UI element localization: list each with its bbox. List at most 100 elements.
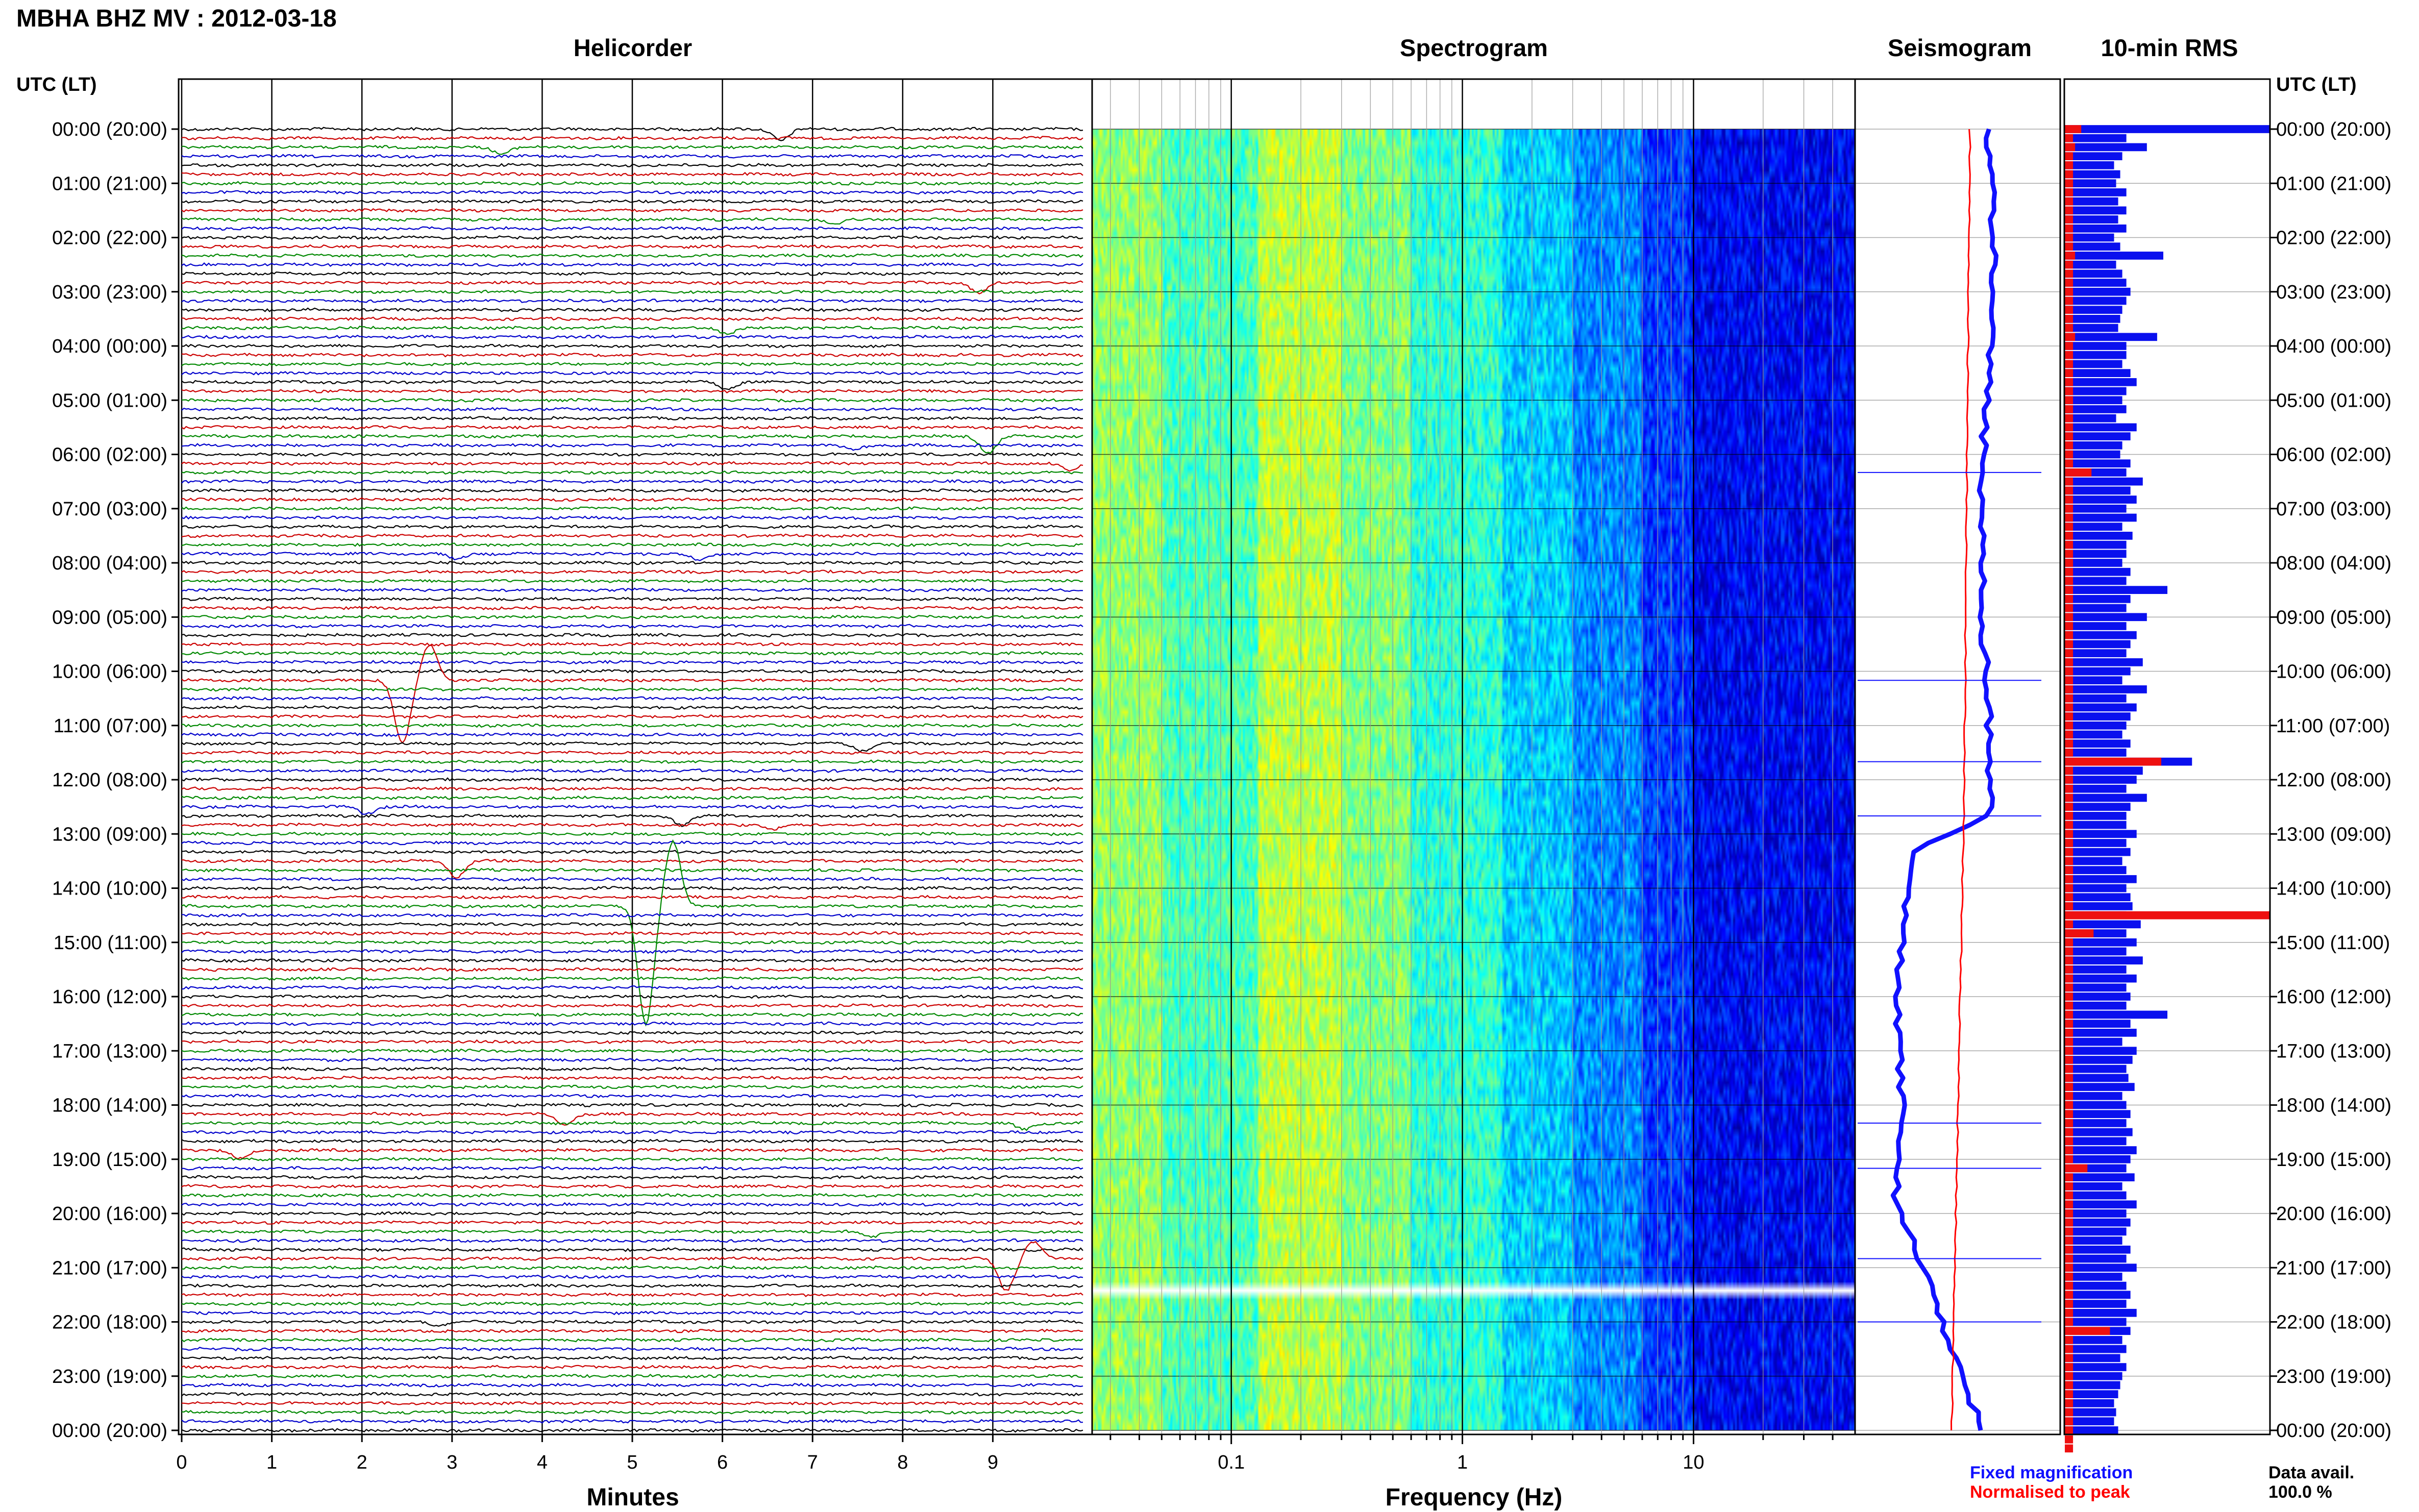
helicorder-trace	[181, 651, 1083, 656]
rms-bar-fixed	[2065, 821, 2127, 829]
rms-bar-fixed	[2065, 378, 2137, 386]
rms-bar-normalised	[2065, 1236, 2074, 1245]
rms-bar-fixed	[2065, 1417, 2114, 1426]
rms-bar-fixed	[2065, 269, 2122, 278]
rms-bar-normalised	[2065, 450, 2074, 459]
rms-bar-normalised	[2065, 1390, 2074, 1399]
helicorder-trace	[181, 723, 1083, 728]
rms-bar-fixed	[2065, 459, 2131, 468]
rms-bar-normalised	[2065, 477, 2074, 486]
seismogram-panel	[1855, 128, 2060, 1431]
rms-frame	[2063, 78, 2271, 1435]
rms-bar-normalised	[2065, 721, 2074, 730]
time-label-right: 16:00 (12:00)	[2276, 986, 2391, 1008]
helicorder-trace	[181, 741, 1083, 753]
helicorder-trace	[181, 1320, 1083, 1327]
rms-bar-fixed	[2065, 152, 2122, 160]
page-title: MBHA BHZ MV : 2012-03-18	[16, 5, 337, 32]
rms-bar-normalised	[2065, 866, 2074, 874]
time-label-left: 00:00 (20:00)	[52, 119, 167, 140]
rms-bar-normalised	[2065, 920, 2074, 929]
helicorder-trace	[181, 1057, 1083, 1062]
rms-bar-normalised	[2065, 929, 2094, 937]
rms-bar-fixed	[2065, 1173, 2135, 1182]
helicorder-trace	[181, 985, 1083, 990]
rms-bar-normalised	[2065, 703, 2074, 712]
rms-bar-fixed	[2065, 441, 2122, 450]
rms-bar-normalised	[2065, 965, 2074, 974]
rms-bar-fixed	[2065, 1345, 2127, 1353]
rms-bar-fixed	[2065, 884, 2127, 893]
rms-bar-fixed	[2065, 324, 2118, 332]
helicorder-trace	[181, 163, 1083, 168]
rms-bar-fixed	[2065, 577, 2127, 585]
rms-bar-normalised	[2065, 369, 2074, 377]
rms-bar-fixed	[2065, 197, 2118, 206]
helicorder-trace	[181, 1166, 1083, 1171]
rms-bar-normalised	[2065, 1047, 2074, 1055]
rms-bar-normalised	[2065, 956, 2074, 965]
rms-bar-normalised	[2065, 613, 2074, 622]
helicorder-trace	[181, 1301, 1083, 1306]
helicorder-trace	[181, 398, 1083, 403]
helicorder-trace	[181, 1121, 1083, 1131]
time-label-right: 05:00 (01:00)	[2276, 390, 2391, 411]
rms-bar-fixed	[2065, 676, 2122, 685]
rms-bar-normalised	[2065, 685, 2074, 693]
rms-bar-normalised	[2065, 432, 2074, 440]
helicorder-xtick-label: 6	[717, 1452, 728, 1473]
legend-normalised-to-peak: Normalised to peak	[1970, 1482, 2130, 1502]
rms-bar-normalised	[2065, 1010, 2074, 1019]
helicorder-trace	[182, 343, 1083, 349]
rms-bar-fixed	[2065, 993, 2131, 1001]
rms-bar-normalised	[2065, 1336, 2074, 1344]
helicorder-trace	[181, 1283, 1083, 1288]
helicorder-trace	[181, 407, 1083, 412]
rms-bar-normalised	[2065, 306, 2074, 314]
helicorder-trace	[181, 822, 1083, 831]
helicorder-xtick-label: 0	[176, 1452, 187, 1473]
time-label-right: 06:00 (02:00)	[2276, 444, 2391, 466]
helicorder-xtick-label: 8	[897, 1452, 908, 1473]
time-label-left: 08:00 (04:00)	[52, 553, 167, 574]
helicorder-trace	[181, 839, 1083, 1027]
rms-bar-fixed	[2065, 965, 2127, 974]
rms-bar-fixed	[2065, 604, 2127, 612]
time-label-right: 04:00 (00:00)	[2276, 336, 2391, 357]
rms-bar-normalised	[2065, 938, 2074, 947]
rms-bar-normalised	[2065, 839, 2074, 847]
helicorder-trace	[181, 479, 1083, 484]
rms-bar-fixed	[2065, 1092, 2122, 1100]
helicorder-trace	[181, 316, 1083, 321]
helicorder-trace	[181, 976, 1083, 981]
helicorder-trace	[181, 1084, 1083, 1089]
helicorder-trace	[181, 1012, 1083, 1018]
helicorder-xtick-label: 9	[988, 1452, 998, 1473]
helicorder-trace	[181, 1075, 1083, 1080]
rms-bar-fixed	[2065, 866, 2127, 874]
helicorder-trace	[181, 714, 1083, 719]
rms-bar-normalised	[2065, 694, 2074, 703]
helicorder-trace	[181, 425, 1083, 430]
rms-bar-fixed	[2065, 920, 2141, 929]
helicorder-trace	[181, 326, 1083, 335]
helicorder-panel: 0 1 2 3 4 5 6 7 8 9	[176, 79, 1083, 1473]
helicorder-xlabel: Minutes	[586, 1484, 679, 1511]
rms-bar-fixed	[2065, 161, 2114, 169]
helicorder-trace	[181, 931, 1083, 936]
rms-bar-fixed	[2065, 983, 2127, 992]
rms-bar-fixed	[2065, 803, 2131, 811]
helicorder-xtick-label: 7	[807, 1452, 818, 1473]
rms-bar-normalised	[2065, 550, 2074, 558]
rms-bar-normalised	[2065, 776, 2074, 784]
rms-bar-fixed	[2065, 694, 2127, 703]
rms-bar-normalised	[2065, 766, 2074, 775]
helicorder-trace	[181, 497, 1083, 502]
rms-bar-normalised	[2065, 857, 2074, 865]
rms-bar-normalised	[2065, 324, 2074, 332]
helicorder-trace	[181, 199, 1083, 204]
rms-bar-normalised	[2065, 1137, 2074, 1146]
rms-bar-fixed	[2065, 260, 2116, 269]
time-label-left: 00:00 (20:00)	[52, 1420, 167, 1442]
